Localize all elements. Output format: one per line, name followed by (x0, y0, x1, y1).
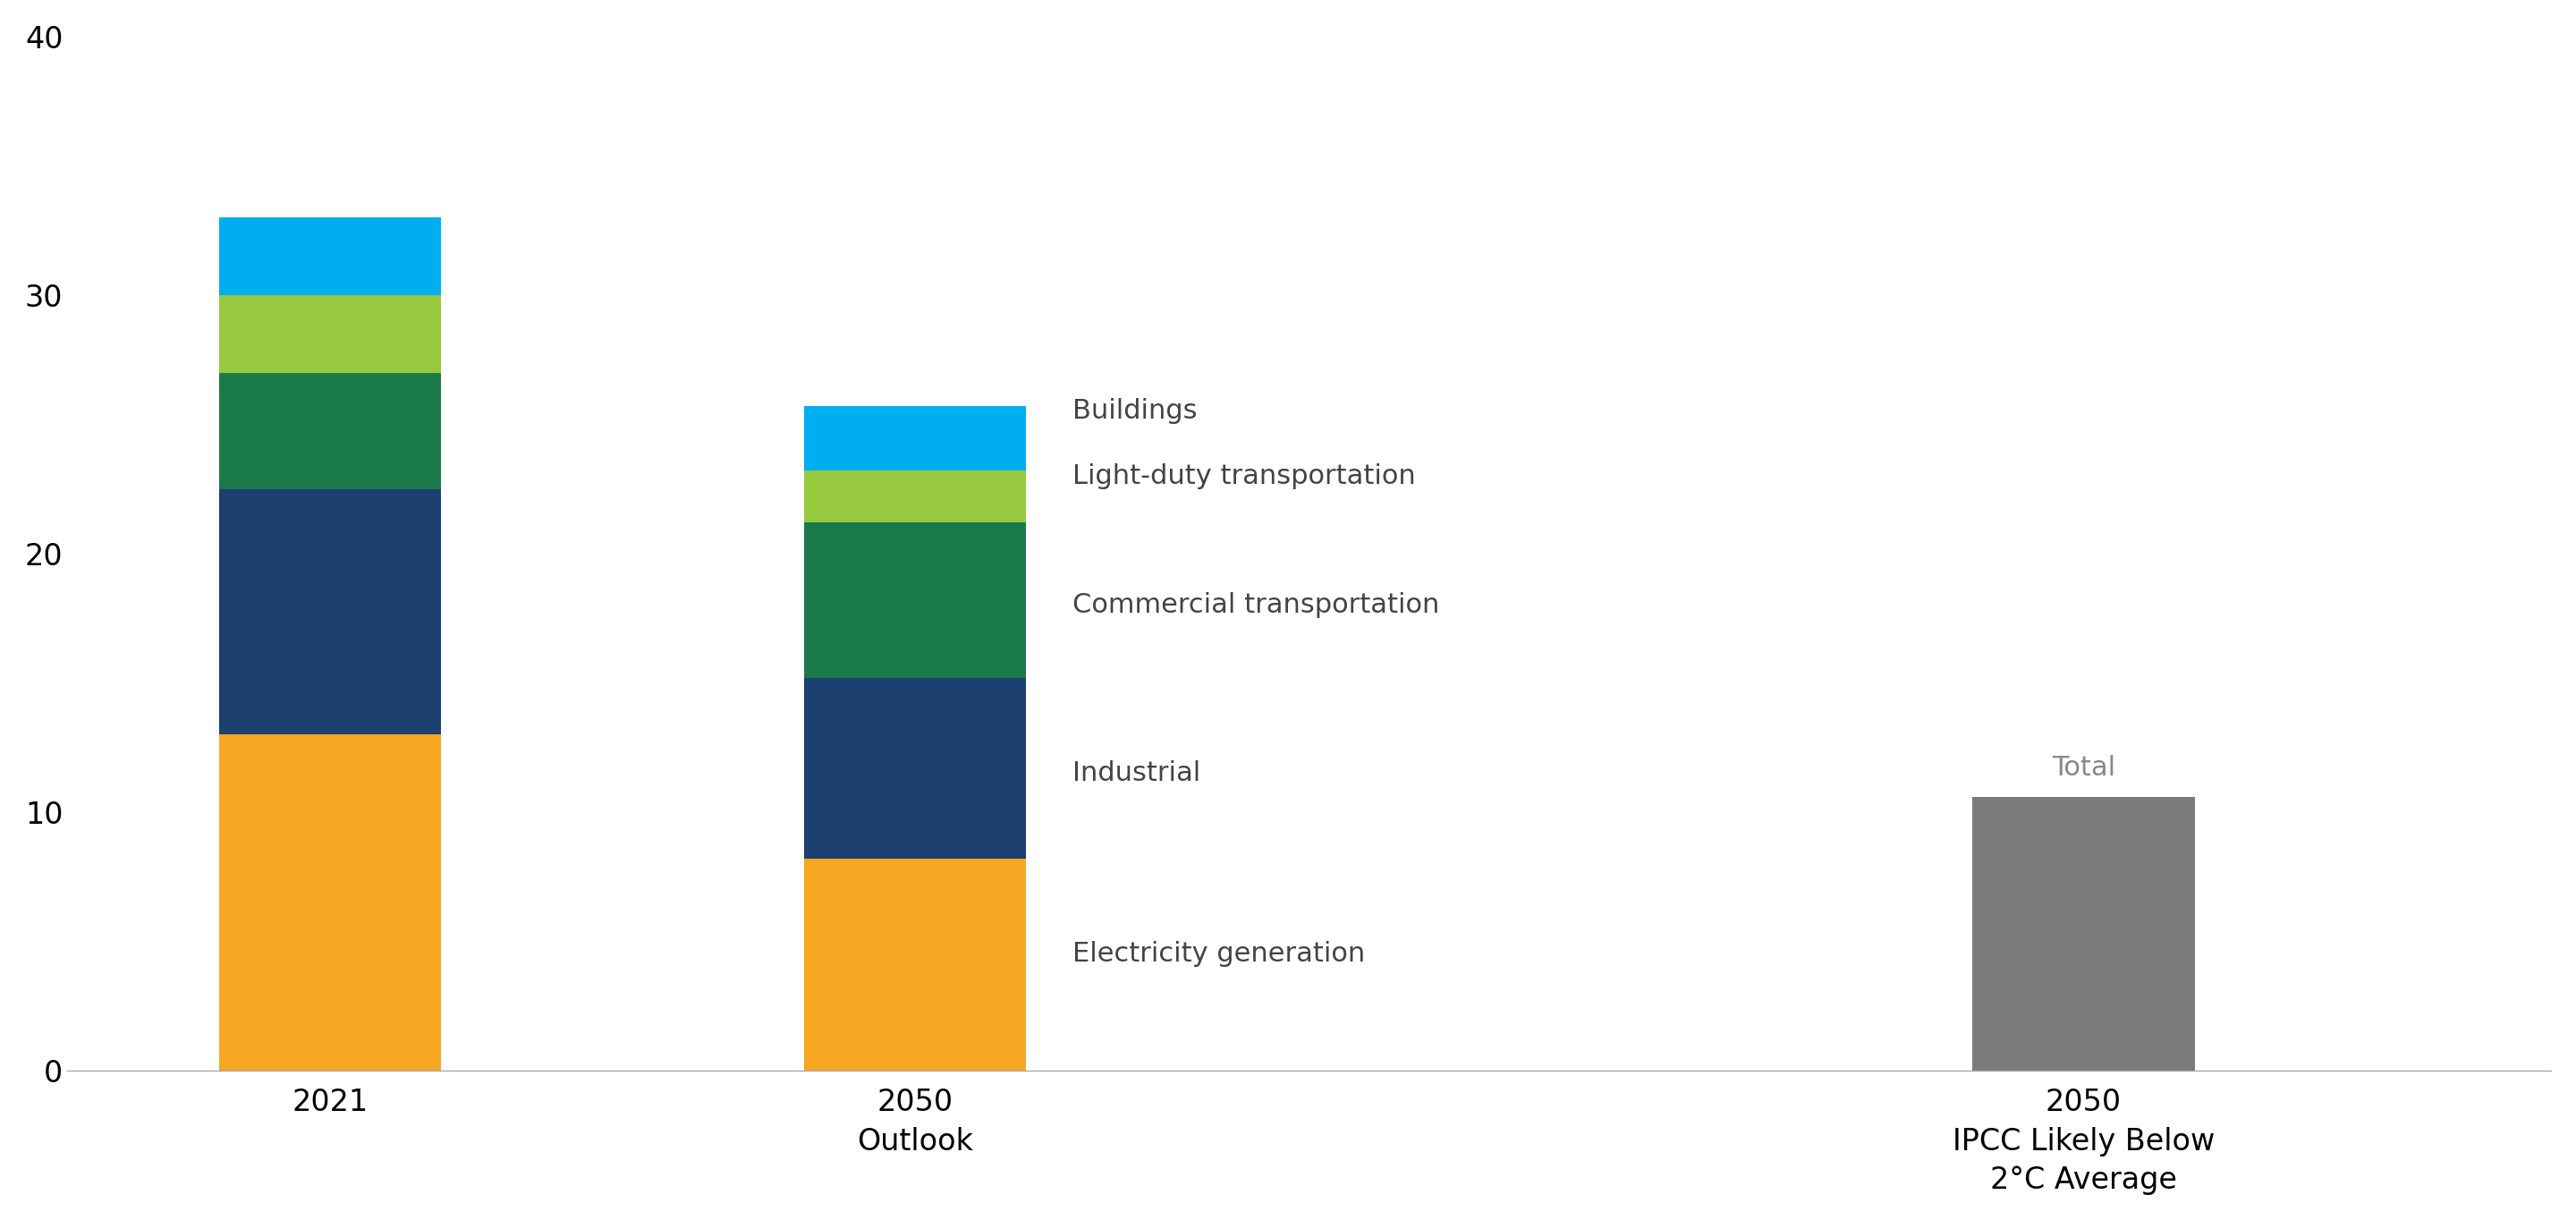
Bar (219, 217, 440, 295)
Text: Electricity generation: Electricity generation (1072, 942, 1365, 967)
Bar (804, 859, 1025, 1071)
Bar (219, 489, 440, 734)
Text: Industrial: Industrial (1072, 760, 1200, 786)
Bar (1973, 797, 2195, 1071)
Text: Buildings: Buildings (1072, 399, 1198, 425)
Text: Total: Total (2053, 755, 2115, 781)
Bar (219, 734, 440, 1071)
Bar (219, 372, 440, 489)
Bar (804, 471, 1025, 522)
Text: Light-duty transportation: Light-duty transportation (1072, 464, 1417, 489)
Bar (804, 522, 1025, 677)
Text: Commercial transportation: Commercial transportation (1072, 592, 1440, 619)
Bar (804, 406, 1025, 471)
Bar (219, 295, 440, 372)
Bar (804, 677, 1025, 859)
